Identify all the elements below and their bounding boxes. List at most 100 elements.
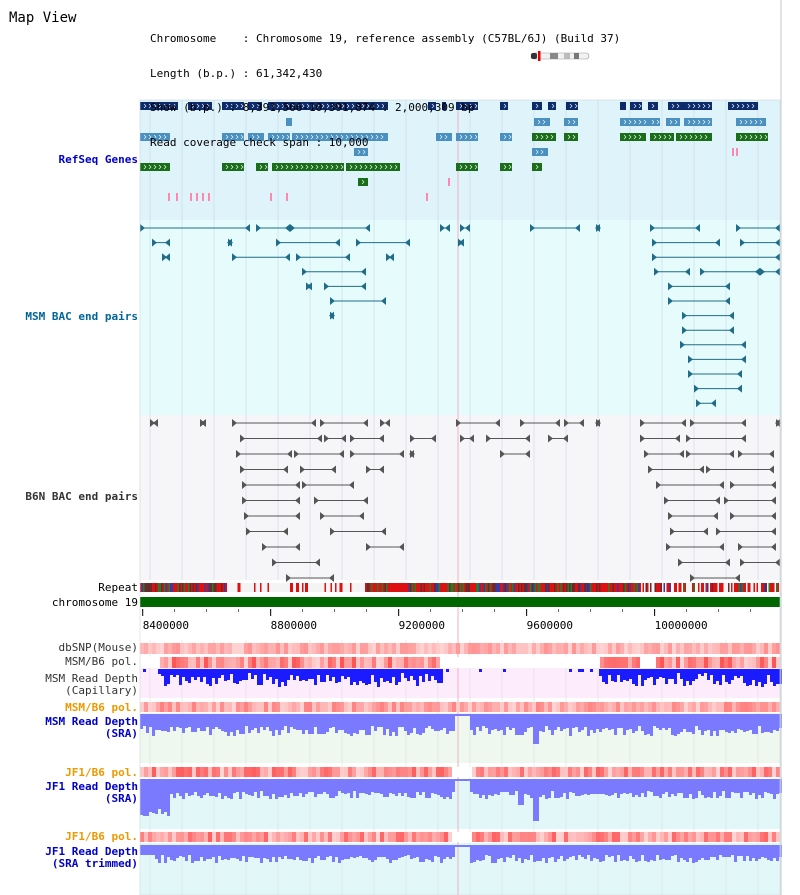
heat-cell	[656, 767, 660, 777]
track-label-jf1-read-depth-trimmed: JF1 Read Depth	[45, 845, 138, 858]
heat-cell	[308, 657, 312, 668]
heat-cell	[204, 643, 208, 654]
heat-cell	[528, 767, 532, 777]
heat-cell	[384, 657, 388, 668]
depth-bar	[158, 779, 161, 809]
depth-bar	[449, 779, 452, 799]
repeat-element	[519, 583, 521, 592]
depth-bar	[764, 714, 767, 732]
depth-bar	[452, 845, 455, 857]
heat-cell	[144, 643, 148, 654]
depth-bar	[776, 845, 779, 861]
depth-bar	[428, 669, 431, 681]
gene-strand-arrow	[572, 134, 576, 140]
chromosome-ideogram[interactable]	[530, 51, 590, 61]
depth-bar	[143, 669, 146, 672]
depth-bar	[659, 669, 662, 677]
msm-b6-pol-sra-track	[140, 702, 780, 712]
depth-bar	[305, 845, 308, 861]
heat-cell	[600, 657, 604, 668]
heat-cell	[436, 832, 440, 842]
heat-cell	[456, 657, 460, 668]
heat-cell	[208, 643, 212, 654]
heat-cell	[448, 643, 452, 654]
depth-bar	[170, 714, 173, 727]
repeat-element	[381, 583, 383, 592]
gene-strand-arrow	[676, 103, 680, 109]
heat-cell	[704, 767, 708, 777]
heat-cell	[160, 702, 164, 712]
heat-cell	[756, 767, 760, 777]
heat-cell	[508, 767, 512, 777]
depth-bar	[611, 714, 614, 729]
gene-strand-arrow	[651, 103, 655, 109]
page-title: Map View	[9, 10, 77, 26]
repeat-element	[524, 583, 526, 592]
heat-cell	[428, 643, 432, 654]
repeat-element	[141, 583, 143, 592]
gene-strand-arrow	[375, 134, 379, 140]
gene-strand-arrow	[158, 103, 162, 109]
b6n-bac-pair-end	[341, 434, 346, 443]
depth-bar	[632, 714, 635, 733]
depth-bar	[359, 845, 362, 856]
depth-bar	[236, 669, 239, 684]
depth-bar	[350, 669, 353, 685]
gene-strand-arrow	[341, 103, 345, 109]
gene-dark	[442, 102, 446, 110]
jf1-b6-pol-track	[140, 767, 780, 777]
heat-cell	[696, 767, 700, 777]
track-label-jf1-b6-pol: JF1/B6 pol.	[65, 766, 138, 779]
depth-bar	[392, 845, 395, 860]
gene-body	[140, 102, 178, 110]
msm-bac-pair-end	[700, 267, 705, 276]
repeat-element	[632, 583, 634, 592]
depth-bar	[647, 714, 650, 734]
repeat-element	[674, 583, 676, 592]
heat-cell	[492, 643, 496, 654]
repeat-element	[185, 583, 187, 592]
repeat-element	[375, 583, 377, 592]
heat-cell	[576, 832, 580, 842]
gene-dark	[140, 102, 178, 110]
gene-body	[532, 133, 556, 141]
b6n-bac-pair-end	[525, 434, 530, 443]
heat-cell	[424, 643, 428, 654]
repeat-element	[654, 583, 656, 592]
b6n-bac-pair-end	[431, 434, 436, 443]
gene-green	[532, 163, 542, 171]
gene-green	[564, 133, 578, 141]
repeat-element	[566, 583, 568, 592]
heat-cell	[460, 767, 464, 777]
repeat-element	[527, 583, 529, 592]
repeat-element	[419, 583, 421, 592]
gene-strand-arrow	[153, 134, 157, 140]
repeat-element	[213, 583, 215, 592]
repeat-element	[390, 583, 392, 592]
depth-bar	[296, 845, 299, 857]
heat-cell	[600, 832, 604, 842]
depth-bar	[488, 845, 491, 856]
depth-bar	[476, 714, 479, 727]
repeat-element	[516, 583, 518, 592]
b6n-bac-pair-end	[555, 419, 560, 427]
depth-bar	[230, 779, 233, 799]
depth-bar	[749, 779, 752, 795]
depth-bar	[629, 669, 632, 679]
depth-bar	[224, 779, 227, 796]
repeat-element	[188, 583, 190, 592]
repeat-element	[567, 583, 569, 592]
heat-cell	[196, 643, 200, 654]
repeat-element	[668, 583, 670, 592]
depth-bar	[503, 669, 506, 672]
depth-bar	[215, 845, 218, 863]
heat-cell	[552, 832, 556, 842]
depth-bar	[761, 779, 764, 798]
repeat-element	[597, 583, 599, 592]
heat-cell	[468, 702, 472, 712]
heat-cell	[216, 657, 220, 668]
depth-bar	[533, 845, 536, 862]
repeat-element	[167, 583, 169, 592]
depth-bar	[740, 714, 743, 730]
